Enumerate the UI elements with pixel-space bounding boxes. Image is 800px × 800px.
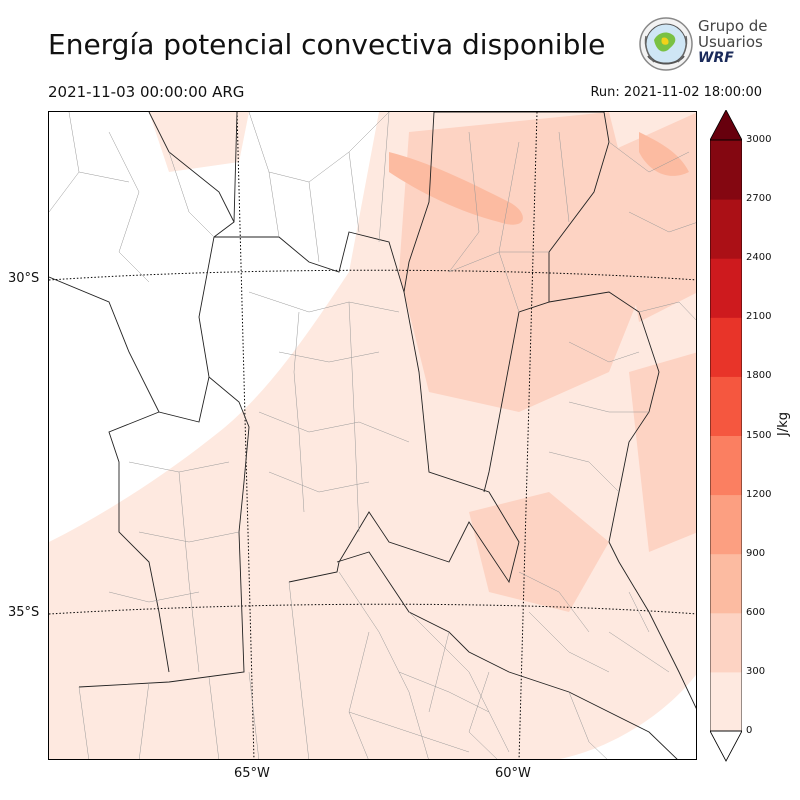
colorbar-tick-label: 1200 bbox=[746, 488, 772, 500]
lat-label-30s: 30°S bbox=[8, 271, 40, 286]
colorbar-cell bbox=[710, 140, 742, 200]
department-borders bbox=[49, 112, 696, 759]
cape-map bbox=[48, 111, 697, 760]
province-borders bbox=[49, 112, 696, 759]
cape-shading bbox=[49, 112, 696, 759]
colorbar-tick-label: 2700 bbox=[746, 193, 772, 205]
map-title: Energía potencial convectiva disponible bbox=[48, 28, 606, 61]
colorbar-tick-label: 300 bbox=[746, 665, 766, 677]
colorbar-tick-label: 1500 bbox=[746, 429, 772, 441]
colorbar-tick-label: 900 bbox=[746, 547, 766, 559]
colorbar-tick-label: 2400 bbox=[746, 252, 772, 264]
lon-label-65w: 65°W bbox=[234, 766, 270, 781]
valid-time: 2021-11-03 00:00:00 ARG bbox=[48, 83, 245, 101]
colorbar-tick-label: 3000 bbox=[746, 134, 772, 145]
logo-line1: Grupo de bbox=[698, 17, 768, 35]
colorbar-unit: J/kg bbox=[776, 412, 791, 436]
logo-line2: Usuarios bbox=[698, 33, 763, 51]
lat-label-35s: 35°S bbox=[8, 605, 40, 620]
colorbar-tick-label: 600 bbox=[746, 606, 766, 618]
colorbar-tick-label: 2100 bbox=[746, 311, 772, 323]
colorbar-extend-max bbox=[710, 110, 742, 141]
wrf-logo: Grupo de Usuarios WRF bbox=[638, 16, 768, 74]
map-canvas bbox=[49, 112, 696, 759]
logo-line3: WRF bbox=[698, 50, 734, 66]
graticule bbox=[49, 112, 696, 759]
colorbar-cell bbox=[710, 317, 742, 377]
colorbar-cell bbox=[710, 612, 742, 673]
colorbar-tick-label: 0 bbox=[746, 725, 753, 736]
colorbar-cell bbox=[710, 435, 742, 496]
globe-icon bbox=[639, 17, 693, 71]
colorbar-cell bbox=[710, 553, 742, 614]
colorbar-cell bbox=[710, 671, 742, 732]
colorbar-cell bbox=[710, 376, 742, 436]
colorbar-cell bbox=[710, 199, 742, 259]
colorbar-extend-min bbox=[710, 730, 742, 762]
colorbar-cell bbox=[710, 258, 742, 318]
colorbar bbox=[710, 110, 742, 762]
colorbar-tick-label: 1800 bbox=[746, 370, 772, 382]
colorbar-cell bbox=[710, 494, 742, 555]
lon-label-60w: 60°W bbox=[495, 766, 531, 781]
run-time: Run: 2021-11-02 18:00:00 bbox=[590, 85, 762, 100]
